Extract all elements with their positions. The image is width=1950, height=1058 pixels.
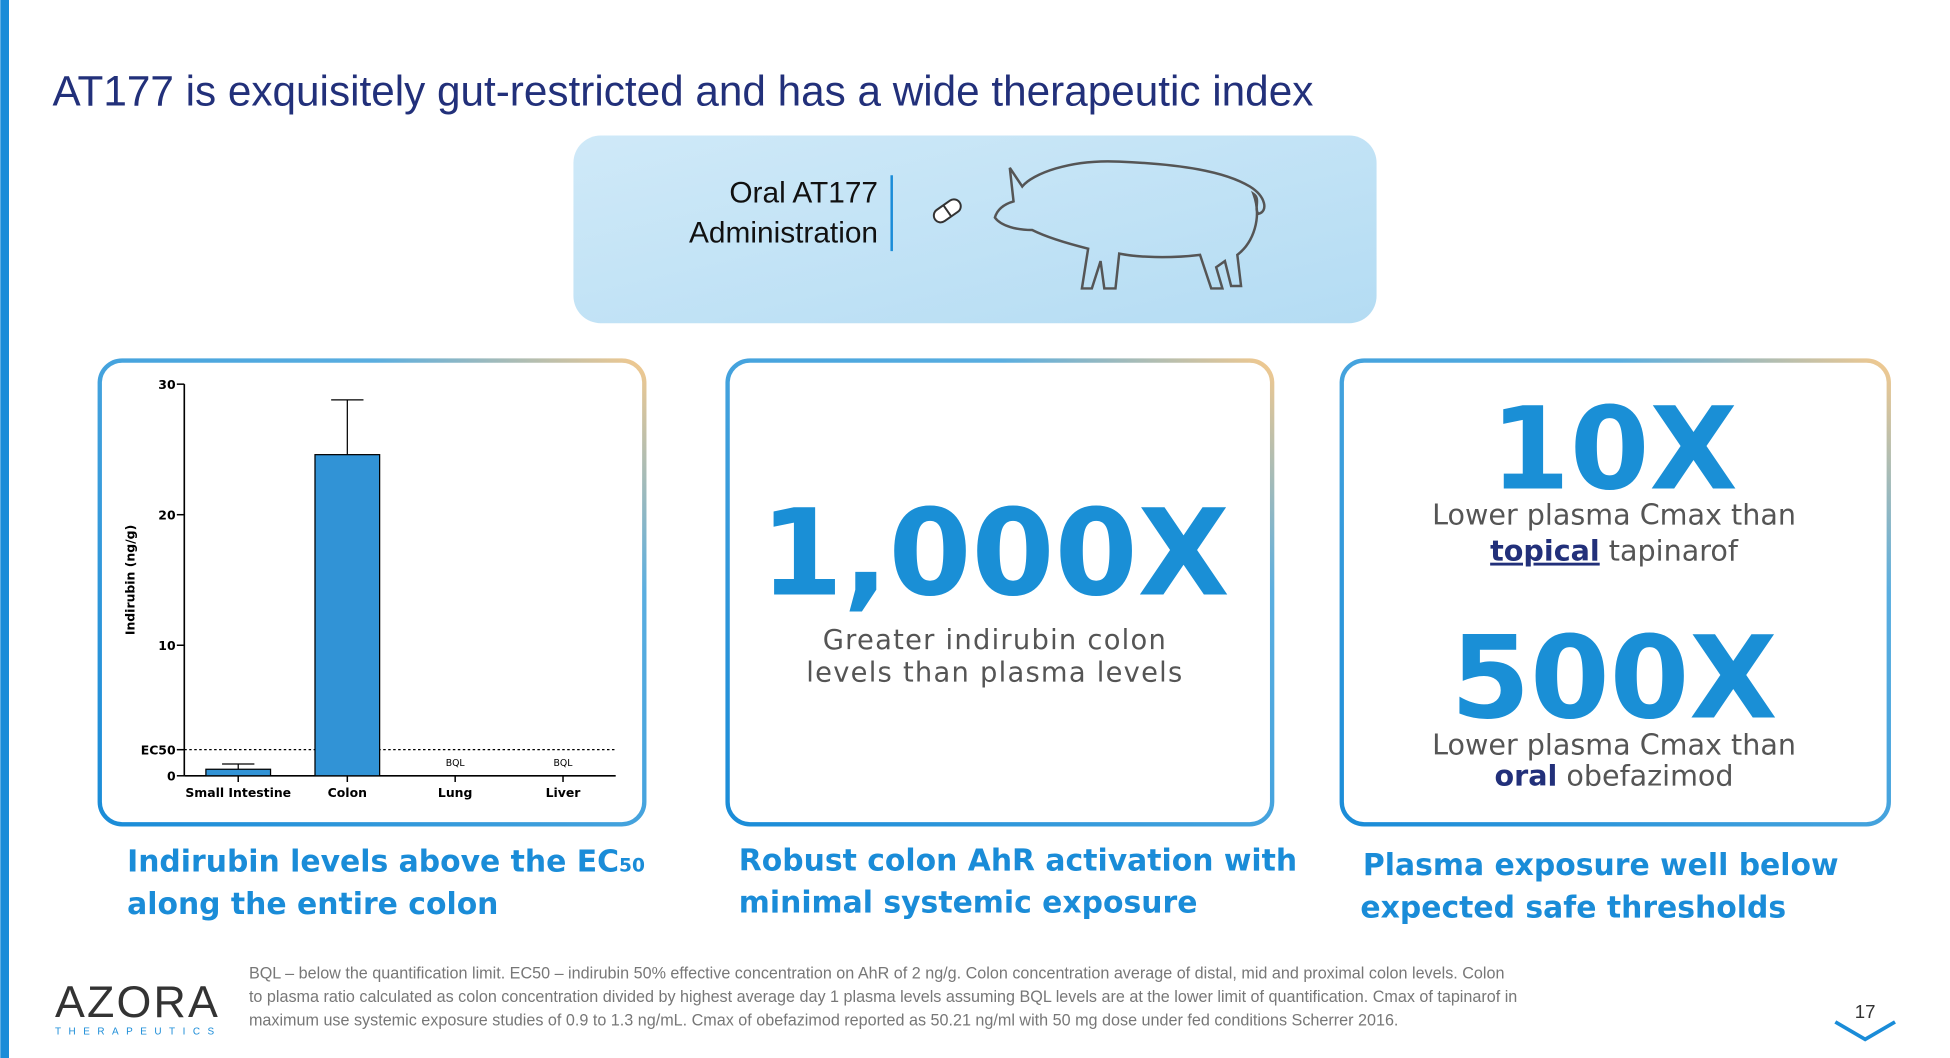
logo-name: AZORA xyxy=(55,977,219,1027)
stat-text: Lower plasma Cmax than xyxy=(1432,728,1796,762)
stat-text: Greater indirubin colon xyxy=(823,625,1167,656)
pig-icon xyxy=(993,160,1266,290)
headline: 1,000X xyxy=(760,484,1230,623)
stat-text: obefazimod xyxy=(1557,759,1733,793)
stat-text: oral obefazimod xyxy=(1494,759,1733,793)
stat-card xyxy=(725,358,1275,827)
stat-text: levels than plasma levels xyxy=(806,657,1183,688)
x-tick-label: Liver xyxy=(546,785,582,800)
footnote: maximum use systemic exposure studies of… xyxy=(249,1012,1398,1030)
value-label: BQL xyxy=(446,758,466,769)
y-tick-label: 0 xyxy=(167,769,176,784)
emphasis: topical xyxy=(1490,534,1600,568)
headline: 500X xyxy=(1451,611,1778,744)
y-axis-label: Indirubin (ng/g) xyxy=(123,525,138,635)
logo-tagline: THERAPEUTICS xyxy=(55,1026,222,1037)
callout-text: Administration xyxy=(689,216,878,249)
caption: minimal systemic exposure xyxy=(739,886,1198,921)
side-bar xyxy=(0,0,9,1058)
stat-card xyxy=(1339,358,1891,827)
x-tick-label: Lung xyxy=(438,785,473,800)
footnote: to plasma ratio calculated as colon conc… xyxy=(249,988,1517,1006)
pill-icon xyxy=(932,198,962,224)
bar xyxy=(205,768,272,777)
emphasis: oral xyxy=(1494,759,1557,793)
y-tick-label: 30 xyxy=(158,377,176,392)
y-tick-label: EC50 xyxy=(141,743,176,758)
callout-text: Oral AT177 xyxy=(729,177,878,210)
subscript: 50 xyxy=(619,856,645,877)
footnote: BQL – below the quantification limit. EC… xyxy=(249,964,1505,982)
y-tick-label: 20 xyxy=(158,508,176,523)
headline: 10X xyxy=(1490,383,1737,516)
chevron xyxy=(1834,1020,1896,1042)
x-tick-label: Small Intestine xyxy=(185,785,291,800)
stat-text: topical tapinarof xyxy=(1490,534,1739,568)
y-tick-label: 10 xyxy=(158,638,176,653)
caption: Plasma exposure well below xyxy=(1363,848,1839,883)
stat-text: tapinarof xyxy=(1600,534,1739,568)
caption: expected safe thresholds xyxy=(1360,891,1786,926)
page-number: 17 xyxy=(1855,1001,1876,1022)
caption: Robust colon AhR activation with xyxy=(739,843,1297,878)
caption: Indirubin levels above the EC50 xyxy=(127,845,645,880)
caption-text: Indirubin levels above the EC xyxy=(127,845,619,880)
slide-title: AT177 is exquisitely gut-restricted and … xyxy=(53,68,1314,115)
bar xyxy=(314,454,381,777)
stat-text: Lower plasma Cmax than xyxy=(1432,498,1796,532)
callout-box xyxy=(573,135,1377,324)
value-label: BQL xyxy=(554,758,574,769)
caption: along the entire colon xyxy=(127,887,498,922)
x-tick-label: Colon xyxy=(328,785,367,800)
